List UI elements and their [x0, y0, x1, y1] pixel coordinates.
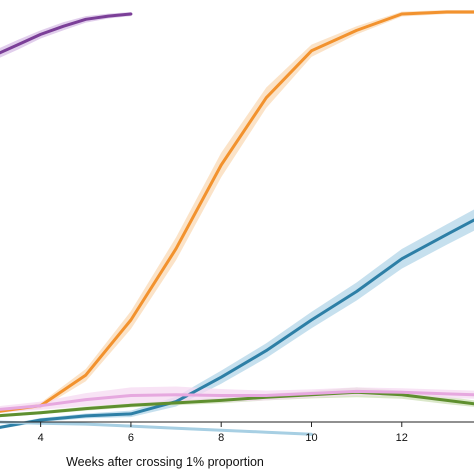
series-3-line — [0, 218, 474, 429]
series-2-line — [0, 10, 474, 413]
series-lines-layer — [0, 10, 474, 436]
series-1-confidence-band — [0, 12, 131, 58]
x-tick-label-12: 12 — [396, 432, 408, 444]
series-6-line — [0, 420, 313, 436]
series-4-line — [0, 390, 474, 418]
x-axis: 4 6 8 10 12 — [0, 421, 474, 444]
series-5-line — [0, 389, 474, 411]
x-tick-label-6: 6 — [128, 432, 134, 444]
confidence-bands-layer — [0, 10, 474, 436]
x-tick-label-10: 10 — [305, 432, 317, 444]
series-2-confidence-band — [0, 10, 474, 414]
series-1-line — [0, 12, 133, 55]
x-axis-label: Weeks after crossing 1% proportion — [66, 455, 264, 469]
x-tick-label-4: 4 — [38, 432, 44, 444]
x-tick-label-8: 8 — [218, 432, 224, 444]
